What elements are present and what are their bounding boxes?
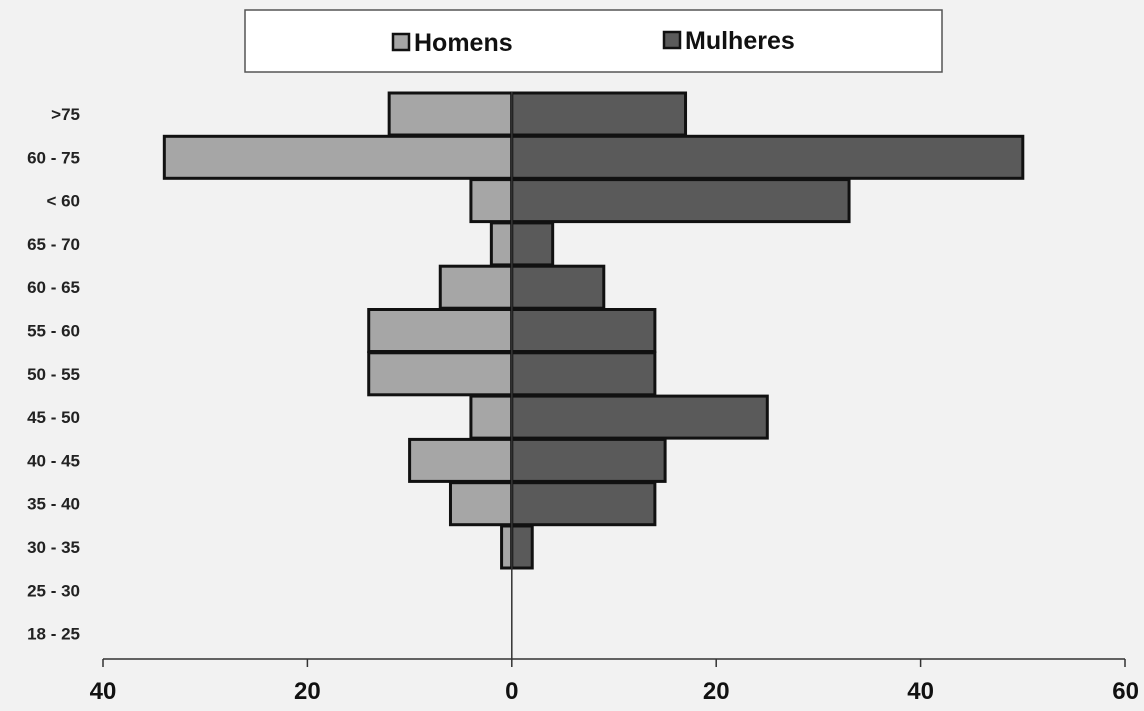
bar-homens-45-50 <box>469 394 514 440</box>
category-label-60: < 60 <box>46 192 80 211</box>
x-tick-label: 60 <box>1112 678 1139 705</box>
category-label-65-70: 65 - 70 <box>27 235 80 254</box>
bar-homens-60-75 <box>162 134 514 180</box>
category-label-50-55: 50 - 55 <box>27 365 80 384</box>
bar-homens-30-35 <box>500 524 514 570</box>
category-label-18-25: 18 - 25 <box>27 625 80 644</box>
x-tick-label: 20 <box>294 678 321 705</box>
legend: Homens Mulheres <box>244 9 943 73</box>
x-axis: 40 20 0 20 40 60 <box>90 92 1139 705</box>
x-tick-label: 0 <box>505 678 518 705</box>
category-label-45-50: 45 - 50 <box>27 408 80 427</box>
bar-mulheres-60-75 <box>510 134 1025 180</box>
bar-mulheres-60-65 <box>510 264 606 310</box>
x-tick-label: 40 <box>90 678 117 705</box>
bar-mulheres-55-60 <box>510 308 657 353</box>
bar-mulheres-45-50 <box>510 394 769 440</box>
category-label-35-40: 35 - 40 <box>27 495 80 514</box>
x-tick-label: 20 <box>703 678 730 705</box>
bar-mulheres-40-45 <box>510 437 667 483</box>
legend-label-mulheres: Mulheres <box>685 27 795 55</box>
bar-mulheres-75 <box>510 91 688 137</box>
bar-homens-40-45 <box>408 437 514 483</box>
bar-homens-65-70 <box>489 221 514 267</box>
bar-homens-75 <box>387 91 514 137</box>
bar-homens-35-40 <box>448 481 514 527</box>
bar-mulheres-65-70 <box>510 221 555 267</box>
legend-label-homens: Homens <box>414 29 513 57</box>
legend-box <box>244 9 943 73</box>
category-label-75: >75 <box>51 105 80 124</box>
category-label-60-65: 60 - 65 <box>27 278 80 297</box>
bar-mulheres-35-40 <box>510 481 657 527</box>
category-label-25-30: 25 - 30 <box>27 581 80 600</box>
category-label-40-45: 40 - 45 <box>27 451 80 470</box>
category-labels: >75 60 - 75 < 60 65 - 70 60 - 65 55 - 60 50 - … <box>27 105 80 644</box>
category-label-30-35: 30 - 35 <box>27 538 80 557</box>
category-label-60-75: 60 - 75 <box>27 148 80 167</box>
bar-mulheres-50-55 <box>510 351 657 397</box>
bar-mulheres-30-35 <box>510 524 534 570</box>
legend-swatch-mulheres <box>662 30 682 50</box>
bars <box>162 91 1025 570</box>
category-label-55-60: 55 - 60 <box>27 322 80 341</box>
bar-homens-60 <box>469 178 514 224</box>
legend-swatch-homens <box>391 32 411 52</box>
bar-homens-60-65 <box>438 264 514 310</box>
x-tick-label: 40 <box>907 678 934 705</box>
bar-homens-50-55 <box>367 351 514 397</box>
bar-mulheres-60 <box>510 178 851 224</box>
bar-homens-55-60 <box>367 308 514 353</box>
